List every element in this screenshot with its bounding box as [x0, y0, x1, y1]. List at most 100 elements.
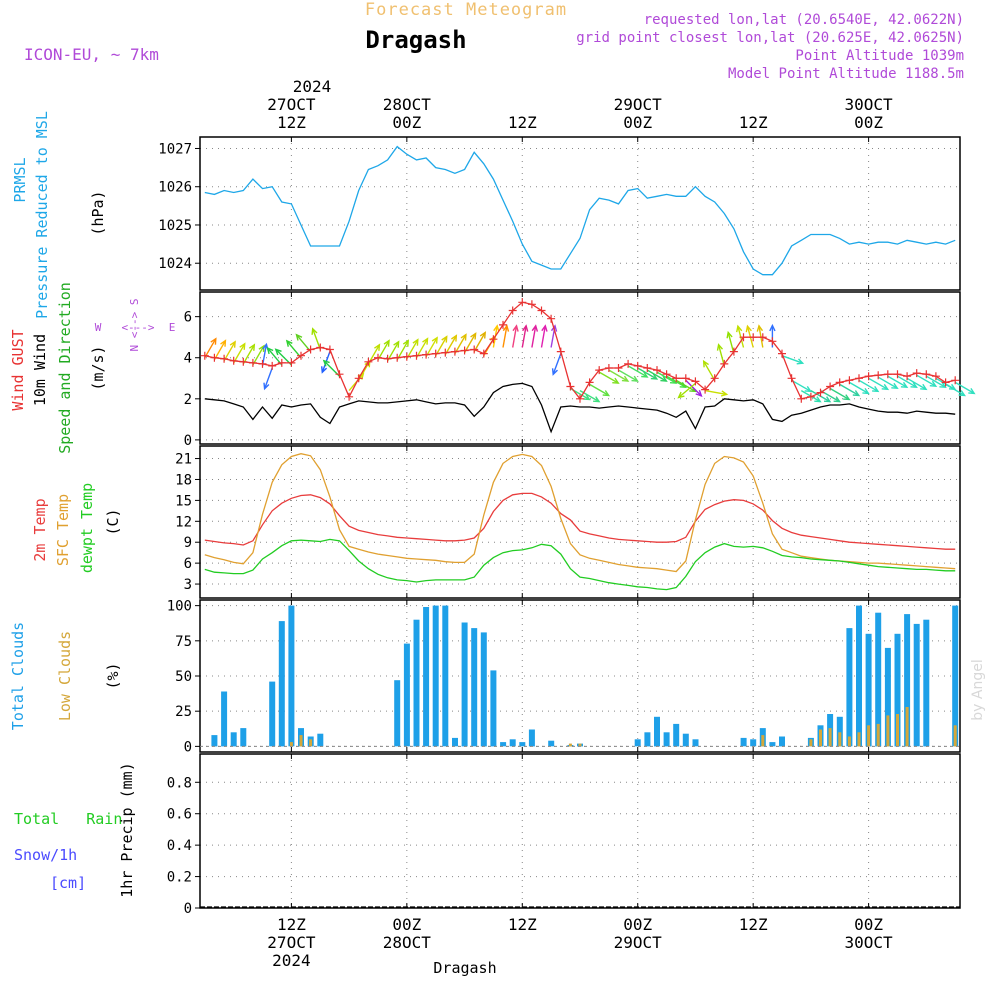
model-altitude: Model Point Altitude 1188.5m — [728, 66, 964, 82]
gust-marker — [653, 366, 661, 375]
top-hour-label: 00Z — [623, 113, 652, 132]
total-clouds-bar — [269, 681, 276, 747]
wind-arrow-head — [695, 389, 703, 398]
wind-arrow-head — [441, 335, 448, 343]
y-tick-label: 25 — [175, 704, 192, 720]
pressure-unit-label: (hPa) — [89, 190, 107, 235]
wind-arrow — [702, 359, 716, 381]
footer-station: Dragash — [433, 959, 496, 977]
wind-arrow-shaft — [646, 369, 667, 382]
wind-arrow — [916, 374, 938, 388]
wind-arrow-head — [593, 396, 601, 403]
gust-marker — [383, 354, 392, 363]
wind-arrow-head — [266, 346, 274, 355]
total-clouds-bar — [471, 628, 478, 747]
top-hour-label: 00Z — [392, 113, 421, 132]
top-hour-label: 00Z — [854, 113, 883, 132]
wind-arrow-shaft — [540, 325, 546, 348]
low-clouds-bar — [289, 742, 293, 747]
top-date-label: 29OCT — [614, 95, 663, 114]
wind-arrow-shaft — [312, 328, 321, 350]
wind-arrow-head — [248, 343, 256, 351]
gust-marker — [422, 350, 431, 359]
y-tick-label: 0 — [184, 901, 192, 917]
gust-marker — [345, 392, 354, 401]
wind-arrow-head — [285, 339, 293, 347]
y-tick-label: 12 — [175, 514, 192, 530]
gust-marker — [460, 346, 469, 355]
wind-arrow-head — [522, 324, 529, 332]
temperature-frame — [199, 445, 961, 599]
wind-arrow-head — [431, 336, 438, 344]
wind-arrow-head — [660, 375, 668, 382]
temp-sfc-label: SFC Temp — [54, 494, 72, 566]
low-clouds-bar — [876, 723, 880, 747]
low-clouds-bar — [857, 732, 861, 747]
wind-arrow-head — [736, 324, 743, 333]
bottom-date-label: 27OCT — [267, 933, 316, 952]
wind-arrow — [377, 339, 390, 361]
y-tick-label: 3 — [184, 577, 192, 593]
y-tick-label: 6 — [184, 310, 192, 326]
wind-arrow-shaft — [916, 374, 937, 387]
y-tick-label: 1027 — [158, 141, 192, 157]
gust-marker — [691, 377, 700, 386]
wind-arrow — [512, 324, 519, 348]
compass-w-label: W — [95, 321, 102, 334]
pressure-msl-label: Pressure Reduced to MSL — [33, 111, 51, 319]
wind-arrow-shaft — [598, 371, 619, 384]
gust-marker — [210, 353, 219, 362]
wind-arrow-head — [823, 396, 832, 403]
gust-marker — [633, 361, 642, 370]
total-clouds-bar — [634, 739, 641, 747]
low-clouds-bar — [568, 743, 572, 747]
wind-arrow-head — [612, 377, 620, 384]
wind-arrow-shaft — [877, 376, 898, 389]
model-label: ICON-EU, ~ 7km — [24, 45, 159, 64]
wind-arrow-shaft — [377, 340, 390, 361]
wind-arrow-head — [470, 332, 477, 340]
wind-arrow-shaft — [261, 344, 268, 367]
wind-gust-label: Wind GUST — [9, 329, 27, 410]
wind-arrow — [531, 324, 539, 348]
wind-arrow — [589, 383, 611, 397]
total-clouds-bar — [240, 728, 247, 747]
wind-arrow-shaft — [906, 377, 927, 390]
precipitation-frame — [199, 753, 961, 909]
wind-arrow-head — [210, 337, 217, 345]
bottom-hour-label: 12Z — [277, 915, 306, 934]
wind-arrow-head — [702, 359, 709, 368]
wind-arrow-shaft — [454, 334, 467, 354]
wind-arrow-shaft — [425, 337, 438, 358]
wind-arrow-shaft — [858, 379, 879, 392]
wind-arrow-shaft — [897, 375, 917, 388]
wind-arrow-head — [677, 391, 685, 399]
gust-marker — [768, 337, 777, 346]
total-clouds-bar — [490, 670, 497, 747]
gust-marker — [412, 351, 421, 360]
gust-marker — [874, 371, 883, 380]
wind-arrow — [726, 330, 735, 354]
total-clouds-bar — [288, 605, 295, 747]
wind-arrow-shaft — [781, 355, 803, 364]
wind-arrow-shaft — [627, 365, 648, 378]
total-clouds-bar — [884, 647, 891, 747]
wind-arrow — [677, 382, 696, 399]
wind-arrow-head — [833, 396, 841, 403]
wind-arrow-shaft — [267, 347, 283, 366]
gust-marker — [508, 306, 517, 315]
bottom-year-label: 2024 — [272, 951, 311, 970]
prmsl-line — [204, 145, 956, 276]
y-tick-label: 0.2 — [167, 870, 192, 886]
wind-arrow-shaft — [233, 343, 246, 364]
wind-arrow-head — [881, 383, 890, 391]
total-clouds-bar — [846, 628, 853, 747]
gust-marker — [450, 347, 459, 356]
wind-arrow-head — [872, 386, 880, 393]
bottom-hour-label: 00Z — [392, 915, 421, 934]
wind-arrow — [204, 337, 217, 359]
wind-arrow-shaft — [868, 377, 889, 390]
bottom-date-label: 29OCT — [614, 933, 663, 952]
total-clouds-label: Total Clouds — [9, 622, 27, 730]
